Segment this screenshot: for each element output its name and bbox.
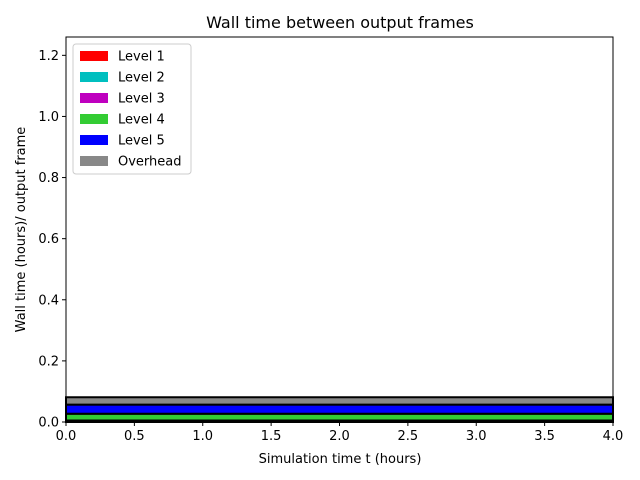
- chart-title: Wall time between output frames: [206, 13, 474, 32]
- y-tick-label: 1.2: [38, 49, 59, 64]
- y-tick-label: 0.2: [38, 354, 59, 369]
- x-tick-label: 4.0: [603, 429, 624, 444]
- band-level-4: [65, 412, 614, 422]
- y-tick-label: 1.0: [38, 110, 59, 125]
- x-tick-label: 3.5: [534, 429, 555, 444]
- x-tick-label: 1.5: [261, 429, 282, 444]
- legend: Level 1 Level 2 Level 3 Level 4 Level 5 Overh…: [72, 43, 192, 175]
- band-level-5: [65, 403, 614, 415]
- legend-swatch: [80, 72, 108, 82]
- legend-label: Level 1: [118, 50, 165, 65]
- legend-label: Level 4: [118, 113, 165, 128]
- legend-swatch: [80, 135, 108, 145]
- y-tick-label: 0.4: [38, 293, 59, 308]
- x-tick-label: 2.0: [329, 429, 350, 444]
- x-axis-label: Simulation time t (hours): [259, 452, 422, 467]
- x-tick-label: 2.5: [398, 429, 419, 444]
- x-tick-label: 0.5: [124, 429, 145, 444]
- legend-swatch: [80, 114, 108, 124]
- stacked-bands: [65, 396, 614, 423]
- x-tick-label: 0.0: [56, 429, 77, 444]
- x-tick-label: 3.0: [466, 429, 487, 444]
- y-axis: 0.0 0.2 0.4 0.6 0.8 1.0 1.2: [38, 49, 66, 431]
- band-overhead: [65, 396, 614, 406]
- legend-label: Level 3: [118, 92, 165, 107]
- legend-swatch: [80, 156, 108, 166]
- y-tick-label: 0.8: [38, 171, 59, 186]
- y-axis-label: Wall time (hours)/ output frame: [14, 127, 29, 333]
- legend-label: Level 2: [118, 71, 165, 86]
- x-tick-label: 1.0: [192, 429, 213, 444]
- y-tick-label: 0.0: [38, 416, 59, 431]
- x-axis: 0.0 0.5 1.0 1.5 2.0 2.5 3.0 3.5 4.0: [56, 422, 624, 444]
- legend-label: Level 5: [118, 134, 165, 149]
- y-tick-label: 0.6: [38, 232, 59, 247]
- legend-swatch: [80, 93, 108, 103]
- legend-swatch: [80, 51, 108, 61]
- legend-label: Overhead: [118, 155, 182, 170]
